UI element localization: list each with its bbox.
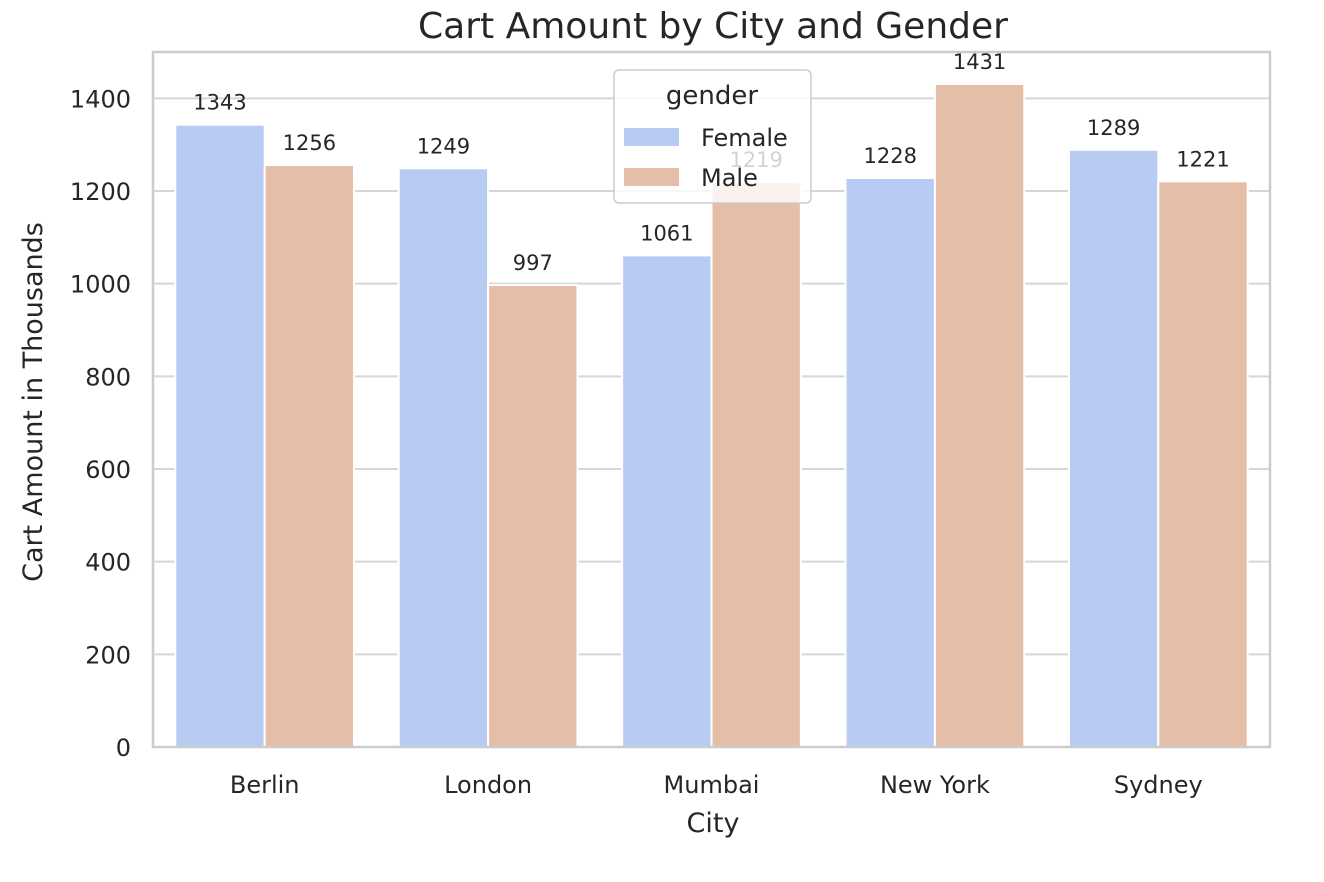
- y-tick-label-1200: 1200: [70, 178, 131, 206]
- x-tick-label-berlin: Berlin: [230, 771, 300, 799]
- legend-label-male: Male: [701, 164, 758, 192]
- bar-london-male: [487, 284, 579, 748]
- x-tick-label-mumbai: Mumbai: [664, 771, 760, 799]
- x-tick-label-new-york: New York: [880, 771, 990, 799]
- legend: gender Female Male: [613, 69, 812, 204]
- y-tick-label-200: 200: [85, 641, 131, 669]
- bars: [174, 82, 1249, 749]
- bar-berlin-female: [174, 123, 266, 748]
- data-label-mumbai-female: 1061: [640, 221, 693, 245]
- data-label-berlin-female: 1343: [193, 91, 246, 115]
- y-tick-label-600: 600: [85, 456, 131, 484]
- x-tick-label-sydney: Sydney: [1114, 771, 1203, 799]
- bar-sydney-female: [1067, 148, 1160, 749]
- bar-london-female: [397, 167, 490, 748]
- bar-berlin-male: [263, 164, 356, 748]
- data-label-new-york-male: 1431: [953, 50, 1006, 74]
- data-label-london-male: 997: [513, 251, 553, 275]
- y-tick-label-0: 0: [116, 734, 131, 762]
- data-label-sydney-male: 1221: [1176, 147, 1229, 171]
- legend-title: gender: [666, 81, 758, 111]
- data-label-berlin-male: 1256: [283, 131, 336, 155]
- x-tick-label-london: London: [444, 771, 532, 799]
- y-tick-label-400: 400: [85, 549, 131, 577]
- bar-mumbai-female: [621, 254, 713, 749]
- chart-title: Cart Amount by City and Gender: [418, 6, 1008, 47]
- y-tick-label-1400: 1400: [70, 85, 131, 113]
- data-label-sydney-female: 1289: [1087, 116, 1140, 140]
- data-label-new-york-female: 1228: [863, 144, 916, 168]
- y-tick-label-1000: 1000: [70, 271, 131, 299]
- y-tick-label-800: 800: [85, 363, 131, 391]
- bar-mumbai-male: [710, 181, 802, 749]
- legend-swatch-female: [624, 128, 679, 146]
- x-axis-label: City: [687, 808, 740, 839]
- tick-labels: 0 200 400 600 800 1000 1200 1400 Berlin London Mum…: [70, 85, 1203, 799]
- axes-frame: [151, 50, 1272, 749]
- bar-sydney-male: [1157, 180, 1249, 748]
- y-axis-label: Cart Amount in Thousands: [18, 222, 49, 582]
- bar-new-york-female: [844, 177, 936, 748]
- bar-new-york-male: [933, 82, 1026, 749]
- legend-swatch-male: [624, 168, 679, 186]
- legend-label-female: Female: [701, 124, 788, 152]
- data-label-london-female: 1249: [417, 134, 470, 158]
